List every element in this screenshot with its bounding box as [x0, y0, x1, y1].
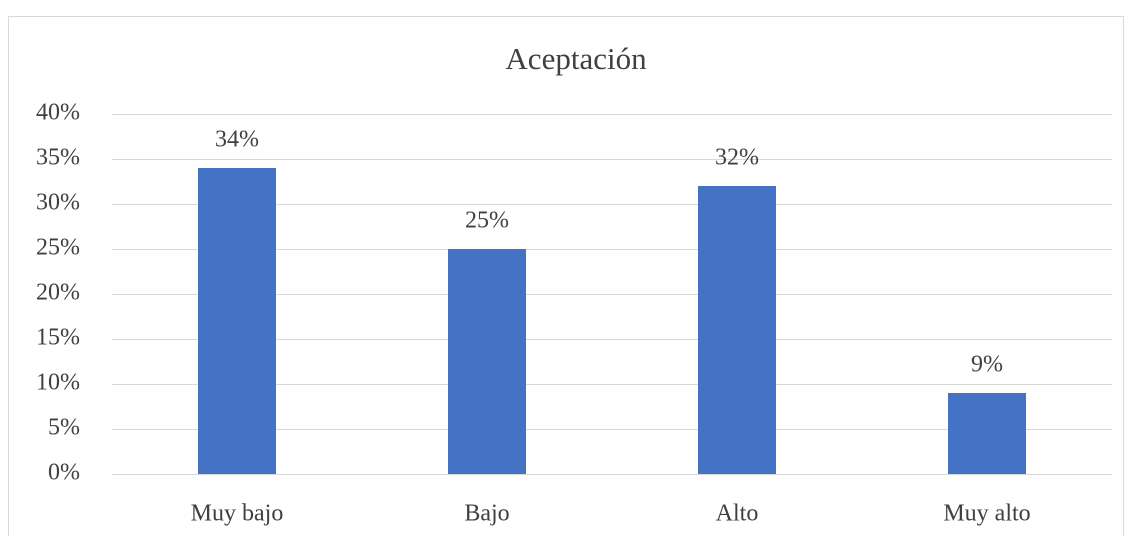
- y-tick-label: 35%: [36, 145, 80, 171]
- chart-title: Aceptación: [505, 41, 647, 76]
- data-label: 9%: [971, 352, 1003, 378]
- x-tick-label: Muy alto: [943, 501, 1030, 527]
- data-label: 32%: [715, 145, 759, 171]
- y-tick-label: 5%: [48, 415, 80, 441]
- bar: [448, 249, 526, 474]
- bar: [948, 393, 1026, 474]
- data-label: 25%: [465, 208, 509, 234]
- y-tick-label: 40%: [36, 100, 80, 126]
- data-label: 34%: [215, 127, 259, 153]
- x-tick-label: Muy bajo: [191, 501, 284, 527]
- y-tick-label: 0%: [48, 460, 80, 486]
- x-tick-label: Alto: [716, 501, 759, 527]
- bar: [698, 186, 776, 474]
- bar: [198, 168, 276, 474]
- y-tick-label: 25%: [36, 235, 80, 261]
- y-tick-label: 15%: [36, 325, 80, 351]
- y-tick-label: 20%: [36, 280, 80, 306]
- chart-border: [8, 16, 1124, 541]
- y-tick-label: 30%: [36, 190, 80, 216]
- y-tick-label: 10%: [36, 370, 80, 396]
- x-tick-label: Bajo: [464, 501, 509, 527]
